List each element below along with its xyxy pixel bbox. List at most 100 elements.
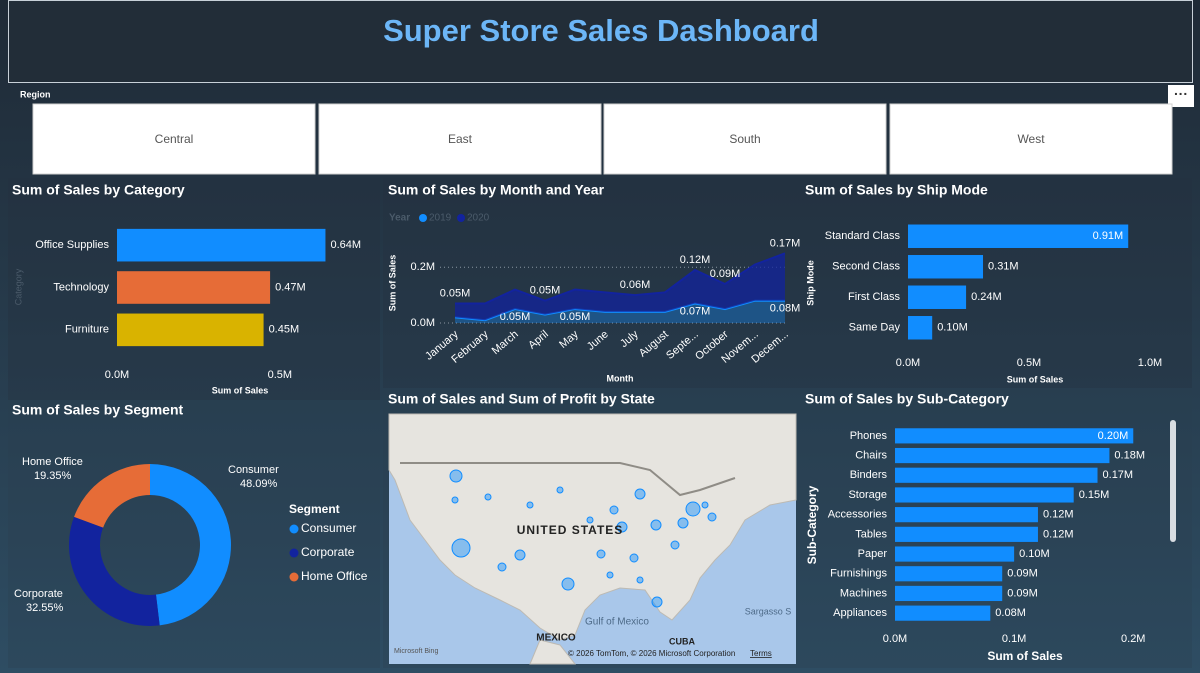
slice-label: Home Office: [22, 456, 83, 468]
map-label: Gulf of Mexico: [585, 617, 649, 628]
chart-title: Sum of Sales by Month and Year: [388, 182, 605, 198]
bar: [895, 507, 1038, 523]
bar: [908, 316, 933, 340]
map-bubble: [451, 496, 459, 504]
donut-slice: [150, 464, 232, 626]
chart-title: Sum of Sales by Ship Mode: [805, 182, 988, 198]
scrollbar[interactable]: [1170, 420, 1176, 542]
category-label: Furniture: [65, 324, 109, 336]
map-bubble: [677, 517, 689, 529]
legend-label: 2020: [467, 213, 490, 224]
data-label: 0.64M: [330, 239, 361, 251]
category-label: Storage: [848, 489, 887, 501]
data-label: 0.09M: [710, 268, 741, 280]
x-tick-label: 0.0M: [105, 369, 129, 381]
map-label: MEXICO: [536, 633, 576, 644]
x-axis-title: Sum of Sales: [1007, 374, 1064, 384]
map-bubble: [616, 521, 628, 533]
map-terms[interactable]: Terms: [750, 649, 772, 658]
map-bubble: [451, 538, 471, 558]
slicer-option: West: [1017, 132, 1045, 146]
map-bubble: [497, 562, 507, 572]
panel: [800, 178, 1192, 388]
category-label: Paper: [858, 548, 888, 560]
legend-marker: [289, 572, 299, 582]
category-label: First Class: [848, 291, 900, 303]
legend-label: Home Office: [301, 569, 368, 583]
slicer-option: Central: [155, 132, 194, 146]
map-label: CUBA: [669, 636, 695, 646]
map-label: Sargasso S: [745, 606, 792, 616]
legend-label: Corporate: [301, 545, 355, 559]
category-label: Chairs: [855, 449, 887, 461]
bar: [895, 546, 1015, 562]
data-label: 0.12M: [1043, 509, 1074, 521]
legend-label: 2019: [429, 213, 452, 224]
data-label: 0.10M: [1019, 548, 1050, 560]
data-label: 0.18M: [1114, 449, 1145, 461]
bar: [895, 447, 1110, 464]
x-tick-label: 0.1M: [1002, 633, 1026, 645]
slice-value: 48.09%: [240, 478, 278, 490]
data-label: 0.31M: [988, 261, 1019, 273]
y-axis-title: Ship Mode: [805, 260, 815, 306]
area-fill: [455, 253, 785, 321]
slicer-button[interactable]: [889, 103, 1173, 175]
data-label: 0.15M: [1079, 489, 1110, 501]
data-label: 0.10M: [937, 322, 968, 334]
x-tick-label: 0.0M: [883, 633, 907, 645]
more-options[interactable]: [1168, 85, 1194, 107]
x-axis-title: Sum of Sales: [212, 385, 269, 395]
map-border: [400, 462, 736, 497]
map-bubble: [561, 577, 575, 591]
category-label: Standard Class: [825, 230, 901, 242]
legend-marker: [457, 214, 465, 222]
map-bubble: [586, 516, 594, 524]
map-bubble: [629, 553, 639, 563]
map-land: [529, 639, 577, 665]
category-label: Same Day: [849, 322, 901, 334]
x-tick-label: 0.5M: [268, 369, 292, 381]
bar: [908, 224, 1129, 248]
y-tick-label: 0.2M: [411, 261, 435, 273]
data-label: 0.08M: [995, 607, 1026, 619]
data-label: 0.47M: [275, 281, 306, 293]
data-label: 0.05M: [530, 285, 561, 297]
map-bubble: [609, 505, 619, 515]
slicer-option: South: [729, 132, 760, 146]
data-label: 0.06M: [620, 279, 651, 291]
slicer-button[interactable]: [603, 103, 887, 175]
data-label: 0.91M: [1093, 230, 1124, 242]
slicer-button[interactable]: [32, 103, 316, 175]
data-label: 0.08M: [770, 303, 801, 315]
map-bubble: [670, 540, 680, 550]
legend-marker: [419, 214, 427, 222]
map-bubble: [634, 488, 646, 500]
donut-slice: [74, 464, 150, 528]
map-bubble: [650, 519, 662, 531]
legend-marker: [289, 548, 299, 558]
map-bubble: [514, 549, 526, 561]
x-tick-label: 0.0M: [896, 357, 920, 369]
bar: [895, 566, 1003, 582]
data-label: 0.17M: [770, 237, 801, 249]
map-bubble: [449, 469, 463, 483]
slicer-label: Region: [20, 89, 51, 99]
x-axis-title: Sum of Sales: [987, 649, 1063, 663]
dashboard-title: Super Store Sales Dashboard: [383, 13, 819, 48]
line: [455, 252, 786, 305]
data-label: 0.09M: [1007, 568, 1038, 580]
x-axis-title: Month: [607, 373, 634, 383]
slicer-button[interactable]: [318, 103, 602, 175]
data-label: 0.05M: [560, 311, 591, 323]
bar: [895, 585, 1003, 602]
category-label: Appliances: [833, 607, 887, 619]
map-bubble: [636, 576, 644, 584]
map-label: UNITED STATES: [517, 523, 624, 537]
data-label: 0.05M: [500, 311, 531, 323]
slice-label: Corporate: [14, 588, 63, 600]
y-axis-title: Category: [13, 268, 23, 305]
chart-title: Sum of Sales by Segment: [12, 402, 183, 418]
header-box: [8, 0, 1193, 83]
data-label: 0.20M: [1098, 430, 1129, 442]
